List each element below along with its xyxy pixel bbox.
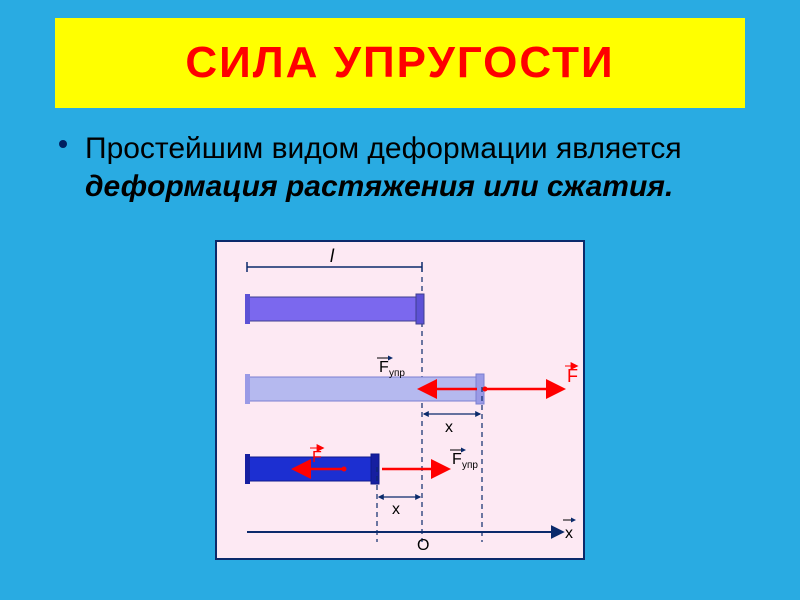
page-title: СИЛА УПРУГОСТИ: [185, 38, 614, 88]
label-O: O: [417, 537, 429, 554]
label-Fupr-sub-stretch: упр: [389, 368, 405, 379]
para-emph: деформация растяжения или сжатия.: [85, 170, 673, 203]
para-lead: Простейшим видом деформации является: [85, 132, 682, 165]
label-Fupr-stretch: F: [379, 359, 389, 376]
label-F-stretch: F: [567, 366, 578, 386]
bullet-icon: [59, 140, 67, 148]
label-x-stretch: x: [445, 419, 453, 436]
label-x-comp: x: [392, 501, 400, 518]
deformation-diagram: l F F упр x F: [215, 240, 585, 560]
label-F-comp: F: [312, 449, 322, 466]
body-paragraph: Простейшим видом деформации является деф…: [55, 130, 735, 205]
diagram-svg: l F F упр x F: [217, 242, 587, 562]
label-Fupr-comp: F: [452, 451, 462, 468]
label-axis-x: x: [565, 525, 573, 542]
label-Fupr-sub-comp: упр: [462, 460, 478, 471]
label-l: l: [330, 246, 335, 266]
title-band: СИЛА УПРУГОСТИ: [55, 18, 745, 108]
